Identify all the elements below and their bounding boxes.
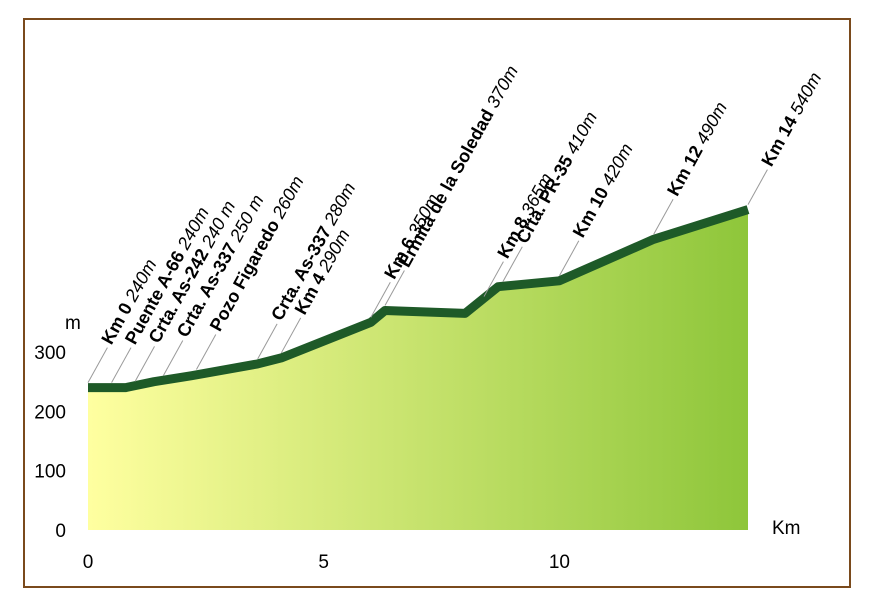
- waypoint-leader: [370, 282, 391, 318]
- y-tick-label: 0: [55, 521, 66, 542]
- waypoint-leader: [653, 199, 674, 235]
- waypoint-leader: [483, 261, 504, 297]
- waypoint-leader: [111, 347, 132, 383]
- waypoint-name: Ermita de la Soledad: [394, 102, 500, 271]
- x-tick-label: 10: [549, 552, 570, 573]
- waypoint-leader: [257, 323, 278, 360]
- elevation-line: [88, 205, 750, 393]
- y-axis-label: m: [65, 313, 81, 334]
- waypoint-leader: [747, 169, 768, 205]
- waypoint-name: Km 14: [757, 108, 803, 169]
- x-tick-label: 5: [318, 552, 329, 573]
- waypoint-altitude: 280m: [320, 179, 360, 229]
- waypoint-label: Km 14 540m: [757, 69, 825, 170]
- waypoint-altitude: 540m: [786, 69, 825, 118]
- waypoint-name: Km 12: [663, 138, 709, 199]
- waypoint-leader: [162, 340, 184, 376]
- y-tick-label: 300: [34, 343, 66, 364]
- x-tick-label: 0: [83, 552, 94, 573]
- waypoint-leader: [134, 346, 155, 382]
- waypoint-leader: [195, 334, 217, 370]
- waypoint-altitude: 260m: [268, 173, 308, 223]
- waypoint-name: Km 10: [569, 179, 615, 240]
- waypoint-label: Km 12 490m: [663, 99, 731, 200]
- waypoint-altitude: 370m: [483, 62, 522, 111]
- y-tick-label: 100: [34, 462, 66, 483]
- elevation-area: [88, 209, 748, 530]
- waypoint-altitude: 410m: [562, 108, 601, 157]
- waypoint-leader: [502, 246, 523, 282]
- waypoint-leader: [384, 270, 405, 306]
- waypoint-leader: [87, 347, 108, 383]
- waypoint-altitude: 490m: [692, 99, 731, 148]
- x-axis-label: Km: [772, 518, 801, 539]
- y-tick-label: 200: [34, 402, 66, 423]
- waypoint-altitude: 420m: [597, 140, 636, 189]
- waypoint-leader: [280, 317, 302, 354]
- waypoint-leader: [558, 240, 580, 277]
